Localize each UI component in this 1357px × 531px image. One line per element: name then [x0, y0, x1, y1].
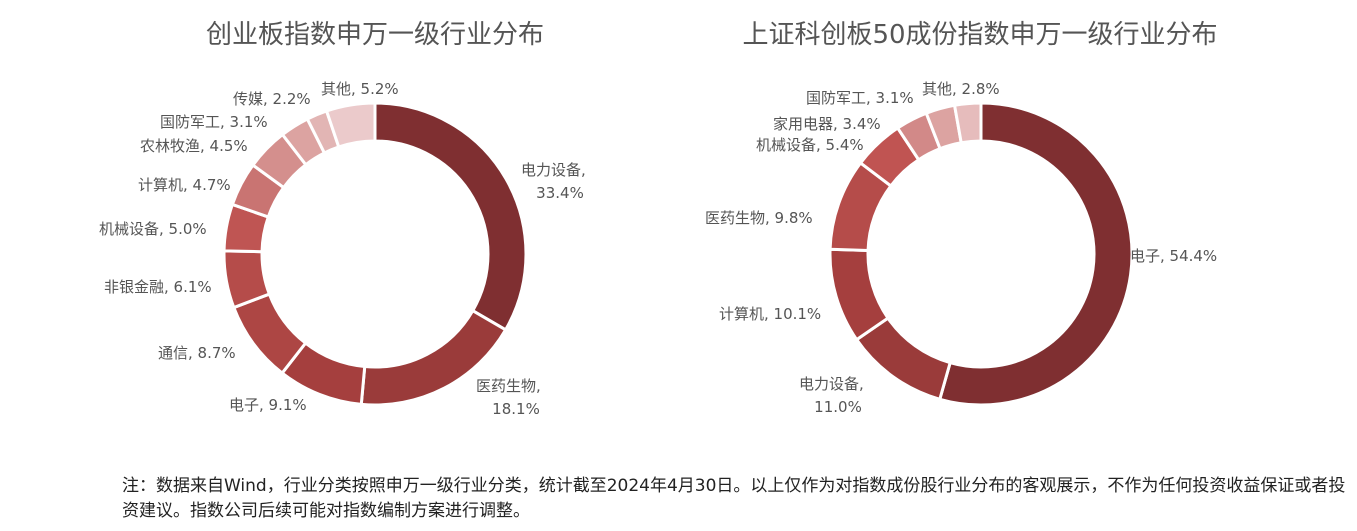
- slice-label: 国防军工, 3.1%: [160, 113, 268, 131]
- slice-label: 其他, 2.8%: [922, 80, 1000, 98]
- slice-label: 机械设备, 5.4%: [756, 136, 864, 154]
- slice-label: 电子, 54.4%: [1130, 247, 1217, 265]
- slice-label-value: 33.4%: [536, 184, 584, 202]
- slice-label-value: 11.0%: [814, 398, 862, 416]
- slice-label: 计算机, 10.1%: [719, 305, 821, 323]
- left-chart-title: 创业板指数申万一级行业分布: [205, 20, 545, 50]
- footnote: 注：数据来自Wind，行业分类按照申万一级行业分类，统计截至2024年4月30日…: [122, 476, 1346, 521]
- slice-label: 家用电器, 3.4%: [773, 115, 881, 133]
- slice-label: 医药生物, 9.8%: [705, 209, 813, 227]
- slice-label: 医药生物,: [476, 377, 541, 395]
- donut-slice: [324, 101, 377, 149]
- slice-label: 其他, 5.2%: [321, 80, 399, 98]
- slice-label: 传媒, 2.2%: [233, 90, 311, 108]
- slice-label: 非银金融, 6.1%: [104, 278, 212, 296]
- donut-slice: [952, 101, 983, 145]
- slice-label: 计算机, 4.7%: [138, 176, 231, 194]
- slice-label: 机械设备, 5.0%: [99, 220, 207, 238]
- right-chart-title: 上证科创板50成份指数申万一级行业分布: [742, 20, 1218, 50]
- slice-label: 国防军工, 3.1%: [806, 89, 914, 107]
- slice-label: 电力设备,: [799, 375, 864, 393]
- slice-label-value: 18.1%: [492, 400, 540, 418]
- slice-label: 电子, 9.1%: [229, 396, 307, 414]
- slice-label: 电力设备,: [521, 161, 586, 179]
- slice-label: 农林牧渔, 4.5%: [140, 137, 248, 155]
- donut-slice: [937, 101, 1134, 407]
- slice-label: 通信, 8.7%: [158, 344, 236, 362]
